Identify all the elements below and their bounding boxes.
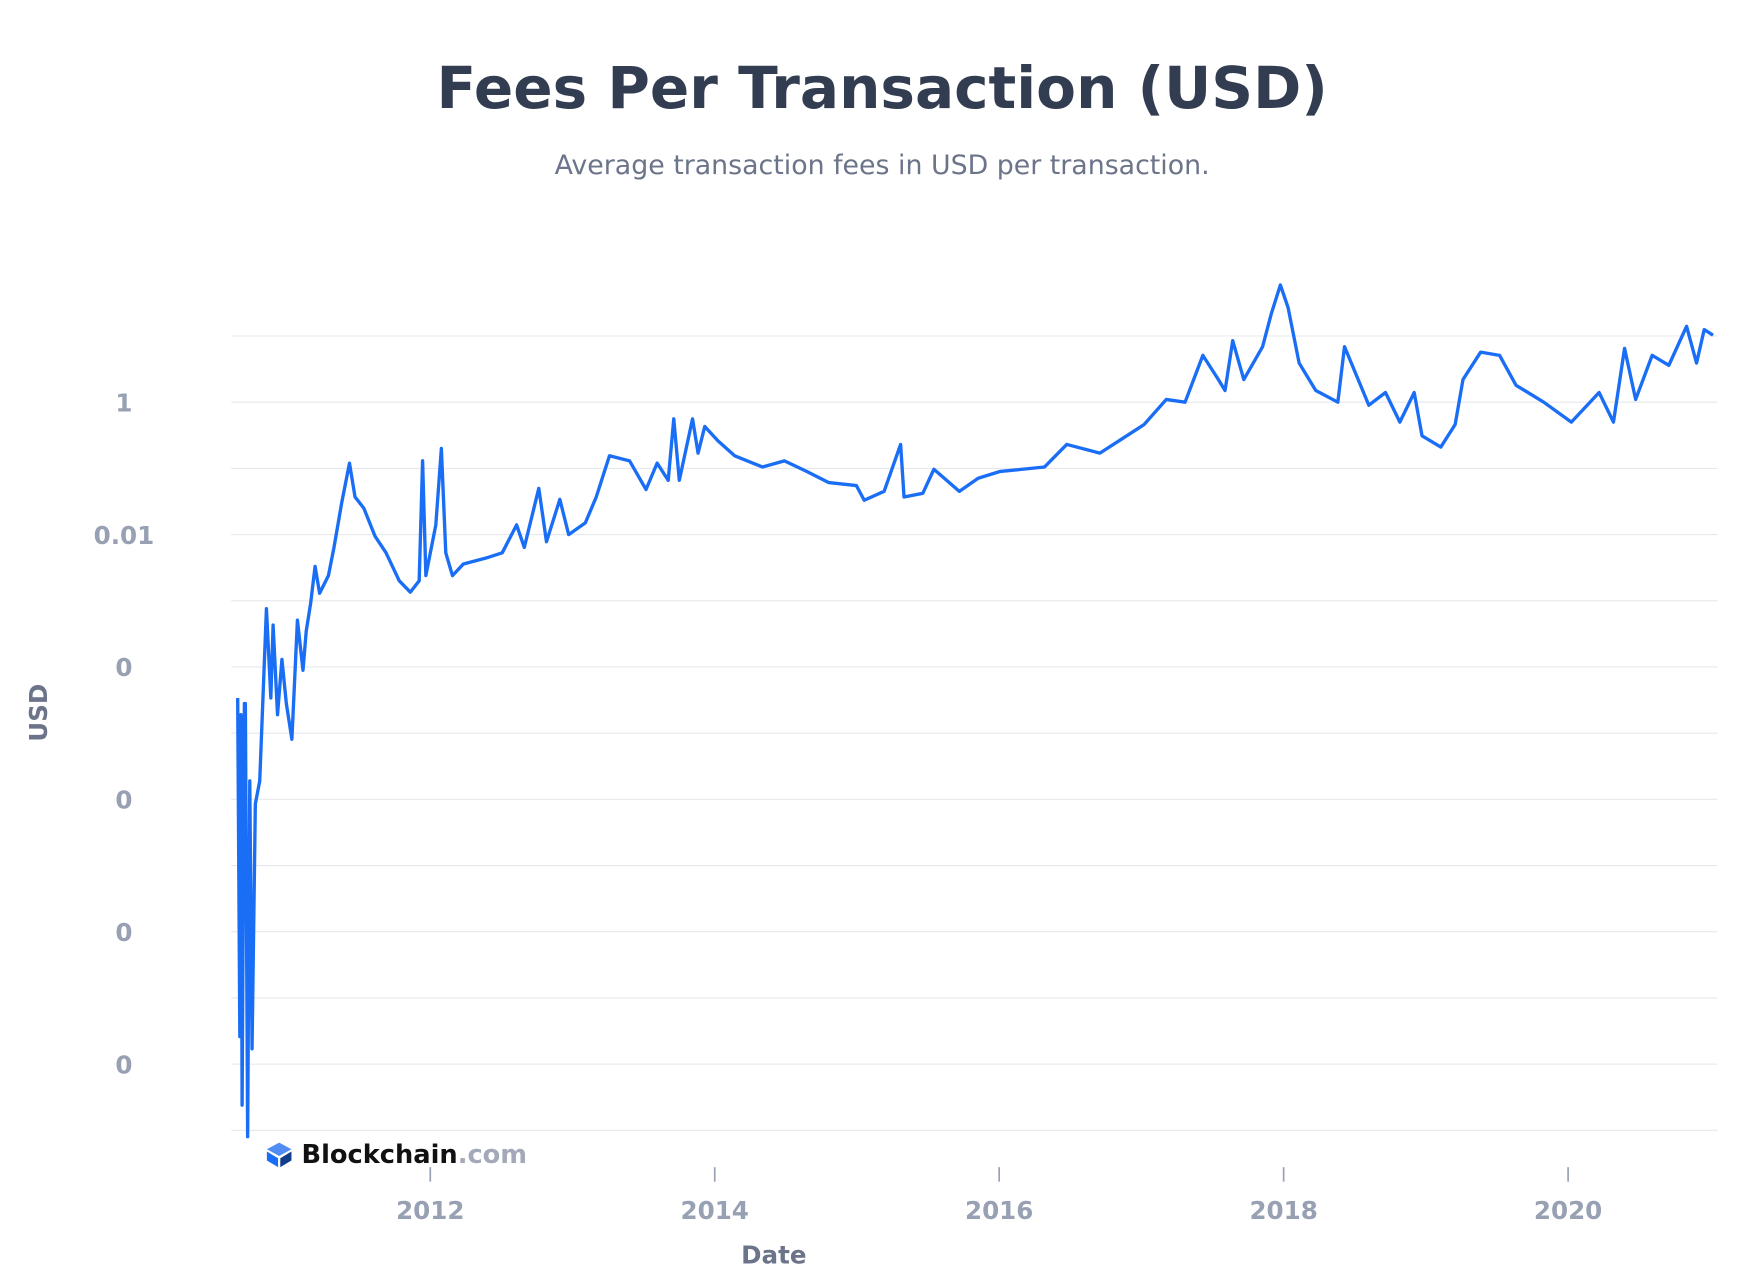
- x-tick-label: 2012: [396, 1196, 464, 1225]
- y-tick-label: 0.01: [94, 521, 155, 550]
- x-tick-label: 2014: [681, 1196, 749, 1225]
- y-axis-label: USD: [24, 684, 53, 742]
- logo-icon: [266, 1142, 292, 1156]
- data-line: [236, 283, 1714, 1139]
- logo-name: Blockchain: [302, 1139, 458, 1169]
- chart-subtitle: Average transaction fees in USD per tran…: [555, 150, 1210, 181]
- y-tick-label: 1: [115, 388, 132, 417]
- y-tick-label: 0: [115, 786, 132, 815]
- x-tick-label: 2016: [965, 1196, 1033, 1225]
- logo-suffix: .com: [458, 1139, 527, 1169]
- logo-icon: [266, 1151, 279, 1168]
- y-tick-label: 0: [115, 918, 132, 947]
- x-axis-label: Date: [741, 1240, 806, 1269]
- chart-title: Fees Per Transaction (USD): [437, 54, 1328, 122]
- y-tick-label: 0: [115, 653, 132, 682]
- y-tick-label: 0: [115, 1050, 132, 1079]
- x-tick-label: 2018: [1249, 1196, 1317, 1225]
- logo: Blockchain.com: [266, 1139, 528, 1169]
- logo-text: Blockchain.com: [302, 1139, 528, 1169]
- x-tick-label: 2020: [1534, 1196, 1602, 1225]
- logo-icon: [280, 1151, 292, 1168]
